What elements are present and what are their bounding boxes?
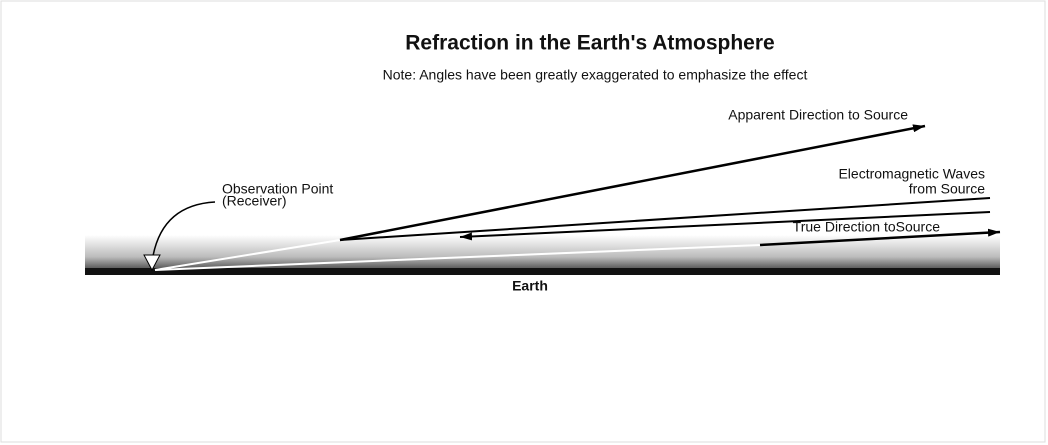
true-path-low	[154, 244, 761, 271]
refracted-path	[154, 239, 341, 271]
true-label: True Direction toSource	[793, 219, 941, 235]
apparent-label: Apparent Direction to Source	[728, 107, 908, 123]
wave-line	[339, 197, 991, 241]
wave-arrow	[459, 211, 991, 241]
observation-label: Observation Point	[222, 181, 333, 197]
apparent-arrow	[339, 124, 926, 242]
note: Note: Angles have been greatly exaggerat…	[383, 67, 808, 83]
true-arrow	[759, 228, 1001, 247]
pointer-curve	[151, 201, 216, 263]
title: Refraction in the Earth's Atmosphere	[405, 32, 774, 55]
pointer-head	[143, 254, 161, 272]
waves-label: from Source	[909, 181, 985, 197]
earth-label: Earth	[512, 278, 548, 294]
earth-surface	[85, 268, 1000, 275]
observation-label: (Receiver)	[222, 193, 287, 209]
waves-label: Electromagnetic Waves	[838, 166, 985, 182]
